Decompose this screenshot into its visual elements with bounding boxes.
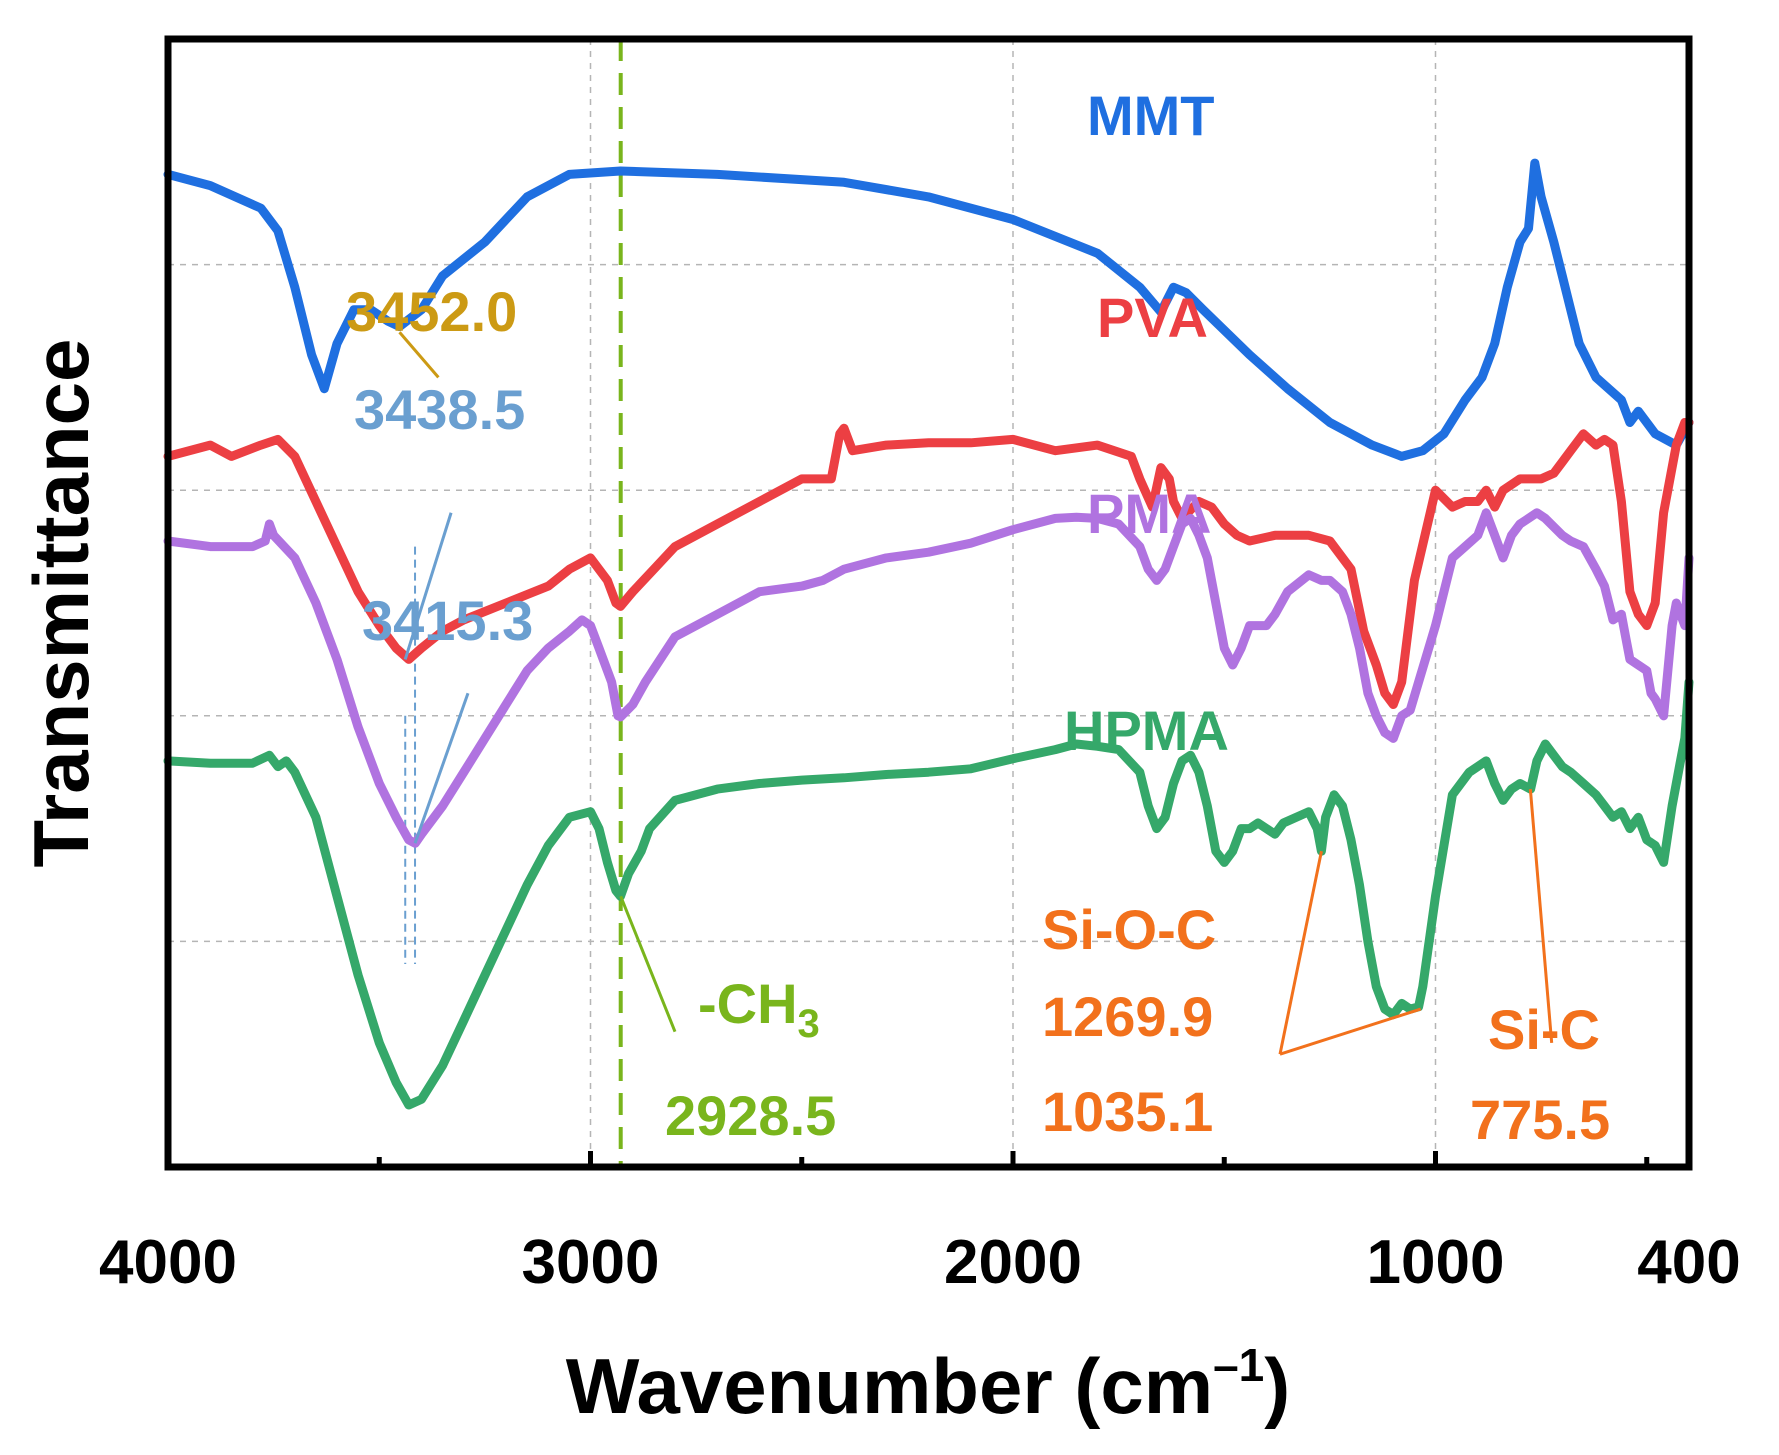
leader-sioc-1270 <box>1278 850 1323 1055</box>
annotation-sioc: Si-O-C <box>1042 898 1216 961</box>
x-axis-ticks <box>165 1151 1650 1167</box>
series-group <box>163 158 1694 1110</box>
x-tick-label-2000: 2000 <box>944 1228 1082 1297</box>
leader-pma-peak <box>413 692 470 844</box>
annotation-ch3: -CH3 <box>698 972 820 1046</box>
leader-ch3 <box>619 895 677 1033</box>
x-tick-label-400: 400 <box>1637 1228 1740 1297</box>
leader-mmt-peak <box>398 331 440 379</box>
leader-sic <box>1528 788 1554 1044</box>
x-tick-label-4000: 4000 <box>99 1228 237 1297</box>
annotation-ch3-value: 2928.5 <box>665 1084 836 1147</box>
series-label-pva: PVA <box>1097 286 1208 349</box>
y-axis-title: Transmittance <box>17 339 105 868</box>
series-line-mmt <box>163 158 1694 461</box>
annotation-sic: Si-C <box>1488 998 1600 1061</box>
x-axis-title: Wavenumber (cm–1) <box>566 1339 1290 1430</box>
series-label-mmt: MMT <box>1087 84 1215 147</box>
annotation-sic-value: 775.5 <box>1470 1088 1610 1151</box>
series-line-pma <box>163 508 1694 848</box>
series-label-pma: PMA <box>1087 482 1211 545</box>
annotation-leaders <box>398 331 1554 1056</box>
x-tick-label-1000: 1000 <box>1367 1228 1505 1297</box>
annotation-sioc-value-1: 1269.9 <box>1042 985 1213 1048</box>
grid-lines <box>168 39 1689 1167</box>
x-tick-label-3000: 3000 <box>522 1228 660 1297</box>
series-line-pva <box>163 418 1694 709</box>
leader-sioc-1035 <box>1279 1007 1422 1056</box>
series-label-hpma: HPMA <box>1064 699 1229 762</box>
annotation-mmt-peak: 3452.0 <box>346 280 517 343</box>
annotation-sioc-value-2: 1035.1 <box>1042 1080 1213 1143</box>
series-line-hpma <box>163 677 1694 1110</box>
plot-frame <box>164 35 1693 1171</box>
annotation-pma-peak: 3415.3 <box>362 589 533 652</box>
x-tick-labels: 4000 3000 2000 1000 400 <box>99 1228 1741 1297</box>
annotation-pva-peak: 3438.5 <box>354 378 525 441</box>
leader-pva-peak <box>403 512 453 660</box>
